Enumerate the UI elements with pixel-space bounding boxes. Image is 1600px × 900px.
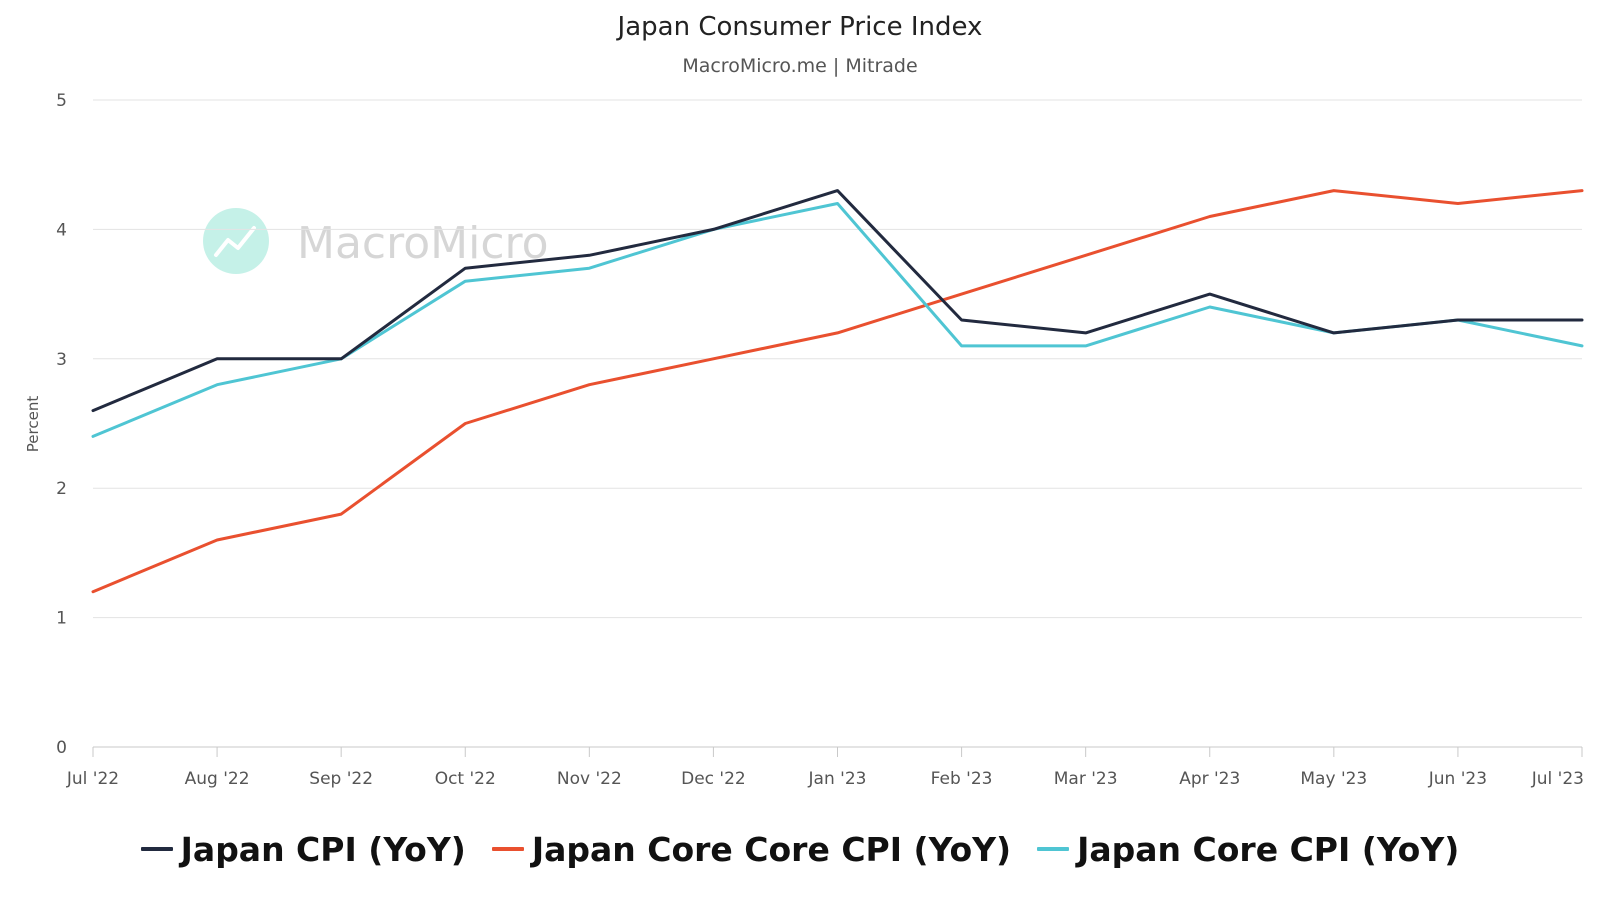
series-line-0[interactable] — [91, 189, 1584, 413]
x-tick-label: Feb '23 — [931, 769, 993, 789]
legend-swatch — [140, 847, 173, 851]
y-tick-label: 0 — [56, 738, 67, 758]
x-tick-label: Sep '22 — [309, 769, 373, 789]
x-tick-label: Jan '23 — [808, 769, 867, 789]
x-tick-label: Aug '22 — [185, 769, 250, 789]
y-tick-label: 3 — [56, 350, 67, 370]
x-tick-label: Apr '23 — [1179, 769, 1240, 789]
y-axis-title: Percent — [24, 396, 42, 453]
x-axis: Jul '22 Aug '22 Sep '22 Oct '22 Nov '22 Dec '… — [66, 746, 1584, 789]
legend-label: Japan Core CPI (YoY) — [1077, 829, 1460, 869]
legend-label: Japan Core Core CPI (YoY) — [531, 829, 1012, 869]
chart-legend: Japan CPI (YoY) Japan Core Core CPI (YoY)… — [0, 824, 1600, 874]
legend-swatch — [491, 847, 524, 851]
chart-subtitle: MacroMicro.me | Mitrade — [682, 55, 917, 77]
trend-icon — [214, 226, 256, 257]
y-tick-label: 5 — [56, 91, 67, 111]
series-lines — [91, 189, 1584, 594]
legend-item[interactable]: Japan Core CPI (YoY) — [1037, 830, 1459, 869]
legend-label: Japan CPI (YoY) — [180, 829, 466, 869]
legend-item[interactable]: Japan Core Core CPI (YoY) — [491, 829, 1012, 869]
series-line-1[interactable] — [91, 189, 1584, 594]
chart-title: Japan Consumer Price Index — [616, 12, 983, 42]
line-chart: Japan Consumer Price Index MacroMicro.me… — [24, 12, 1584, 789]
y-tick-label: 1 — [56, 609, 67, 629]
watermark: MacroMicro — [203, 208, 549, 274]
x-tick-label: Mar '23 — [1054, 769, 1118, 789]
legend-item[interactable]: Japan CPI (YoY) — [140, 829, 466, 869]
macromicro-logo-icon — [203, 208, 269, 274]
x-tick-label: Oct '22 — [435, 769, 496, 789]
x-tick-label: Jun '23 — [1428, 769, 1487, 789]
watermark-text: MacroMicro — [297, 218, 549, 269]
x-tick-label: May '23 — [1300, 769, 1367, 789]
y-tick-label: 2 — [56, 479, 67, 499]
x-tick-label: Nov '22 — [557, 769, 622, 789]
legend-swatch — [1037, 847, 1070, 851]
x-tick-label: Jul '23 — [1531, 769, 1584, 789]
x-tick-label: Dec '22 — [681, 769, 746, 789]
y-axis-ticks: 0 1 2 3 4 5 — [56, 91, 67, 758]
y-tick-label: 4 — [56, 220, 67, 240]
x-tick-label: Jul '22 — [66, 769, 119, 789]
